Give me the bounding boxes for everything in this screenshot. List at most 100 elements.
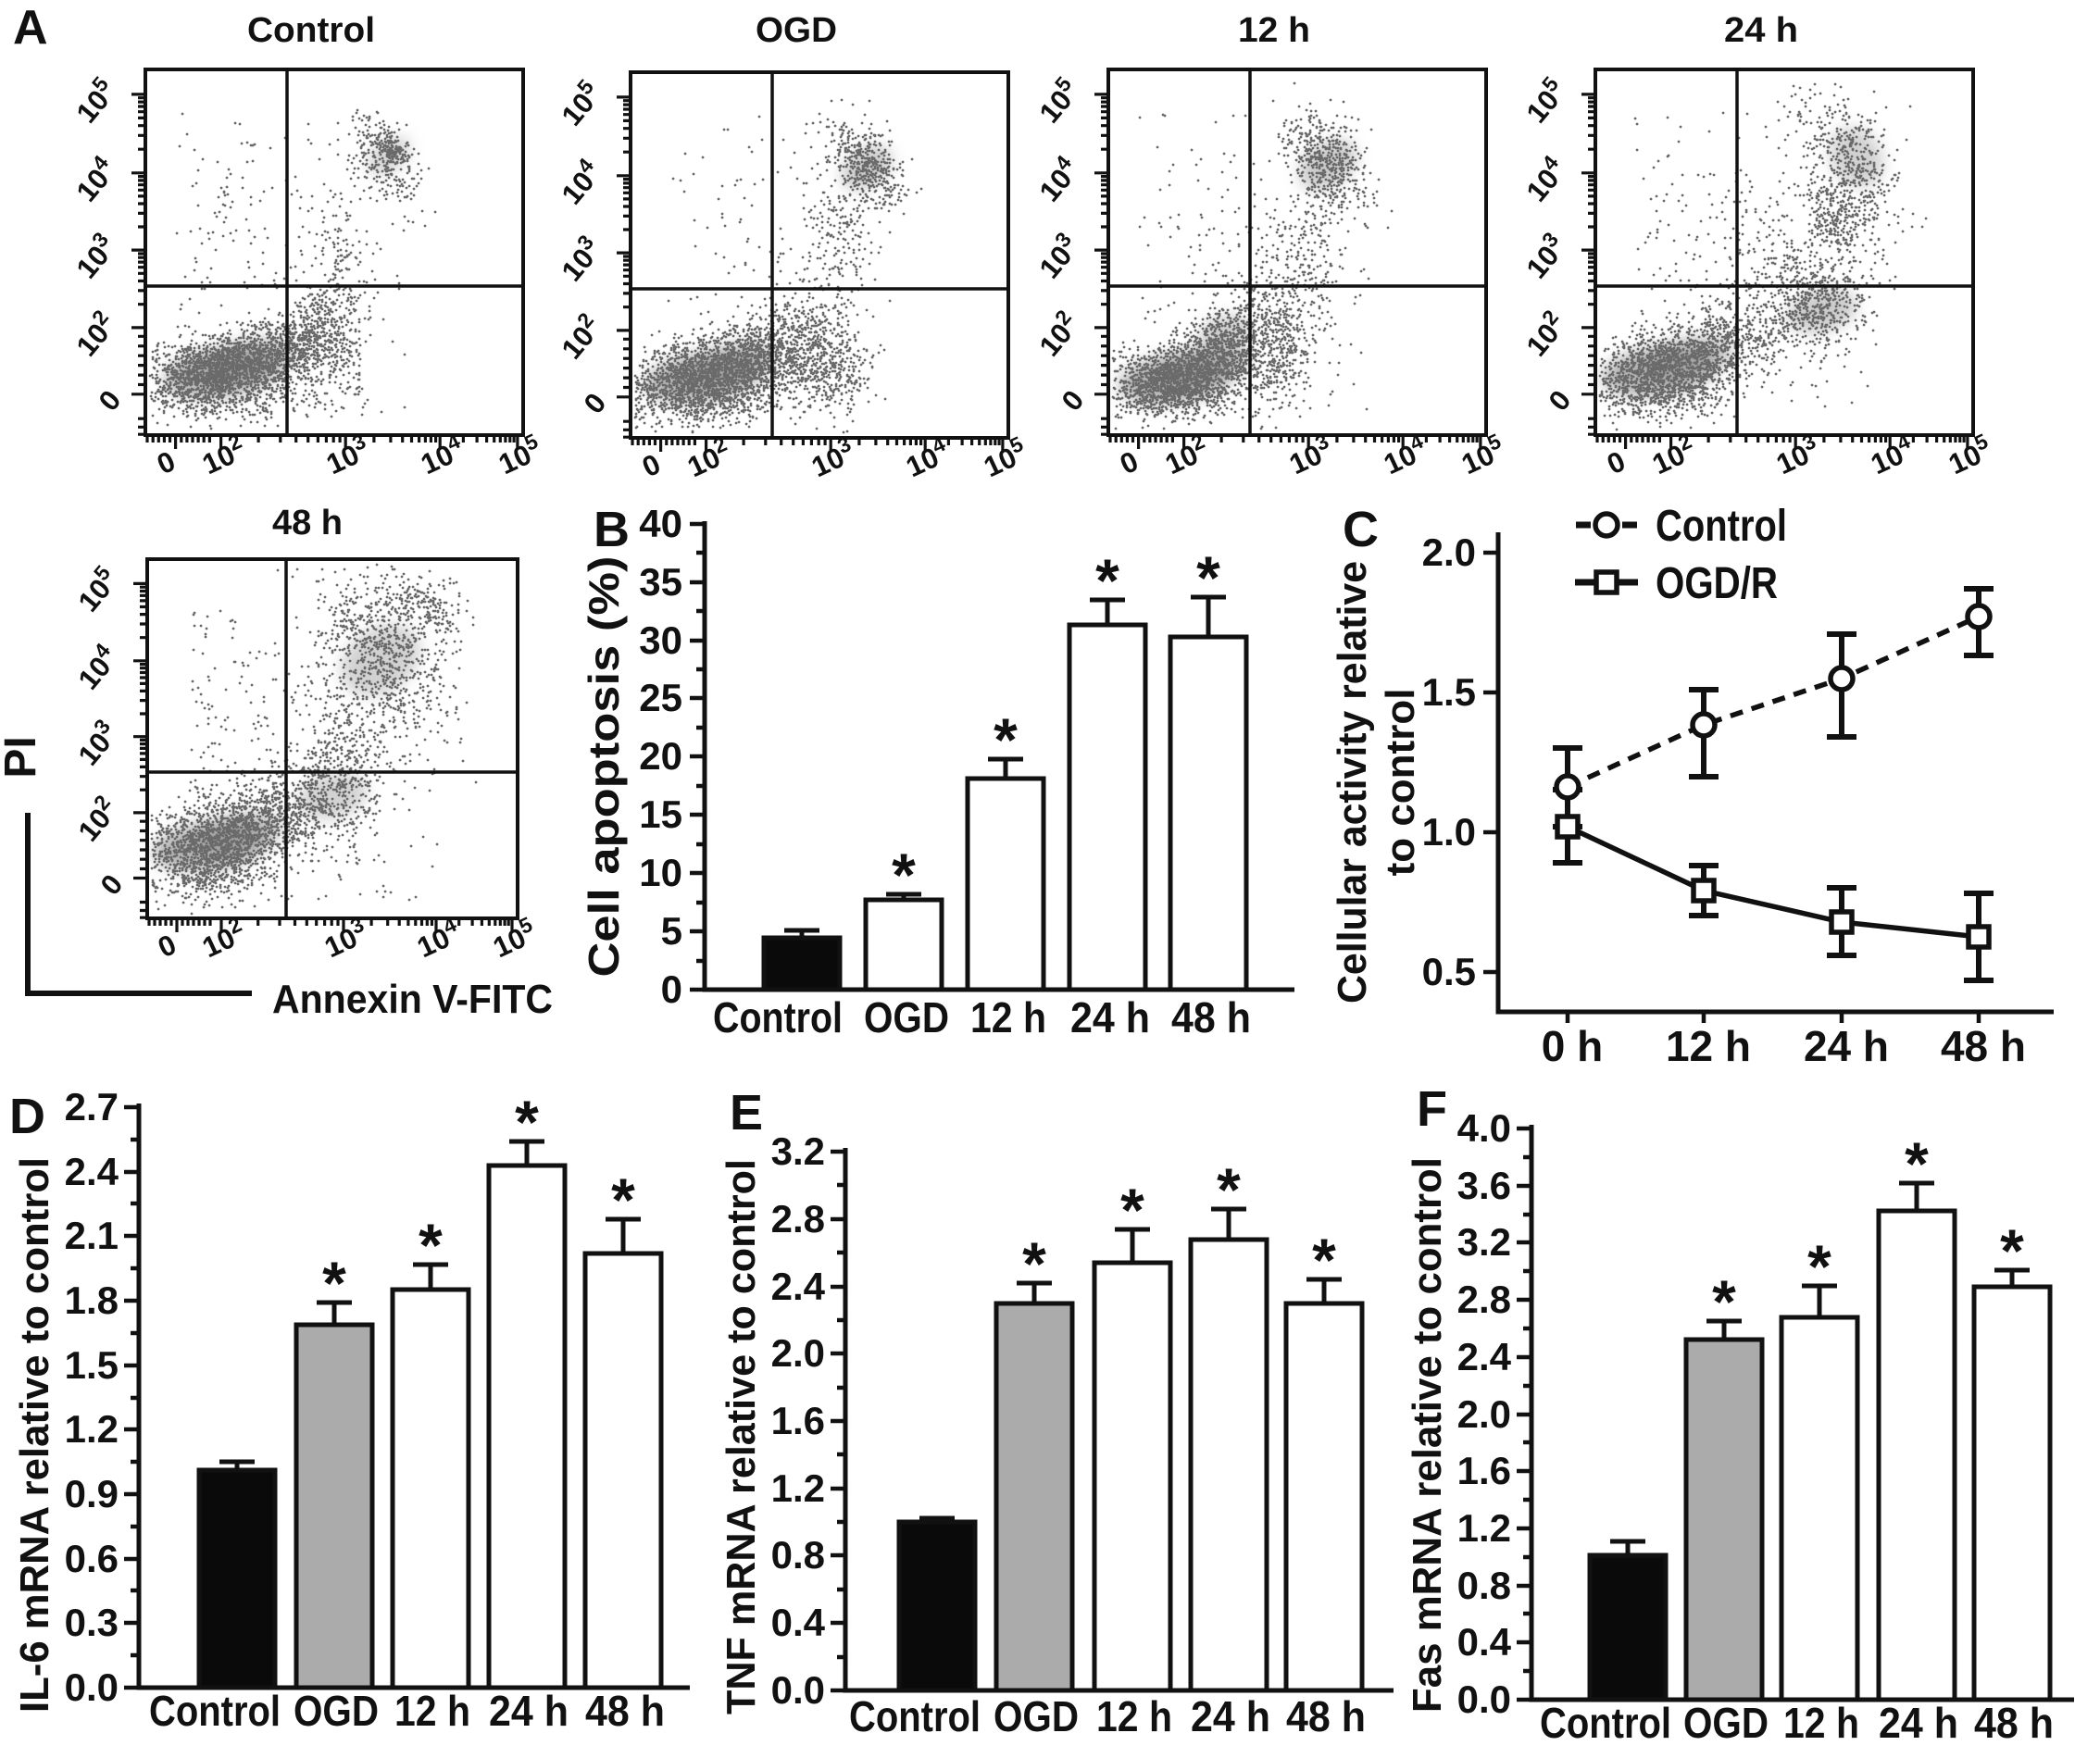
svg-text:OGD/R: OGD/R: [1656, 559, 1778, 608]
svg-text:Annexin V-FITC: Annexin V-FITC: [272, 977, 553, 1022]
svg-text:OGD: OGD: [756, 11, 837, 50]
svg-text:Control: Control: [713, 993, 843, 1041]
svg-text:Control: Control: [149, 1687, 281, 1735]
svg-text:*: *: [1095, 546, 1119, 615]
svg-text:*: *: [1022, 1229, 1046, 1298]
svg-text:4.0: 4.0: [1457, 1106, 1511, 1150]
svg-text:24 h: 24 h: [1879, 1699, 1958, 1747]
svg-text:Control: Control: [849, 1692, 981, 1740]
svg-text:0.0: 0.0: [65, 1665, 119, 1709]
svg-text:48 h: 48 h: [1941, 1022, 2026, 1070]
svg-text:24 h: 24 h: [1724, 11, 1798, 50]
svg-text:D: D: [9, 1089, 45, 1144]
svg-text:5: 5: [661, 909, 682, 953]
svg-text:2.0: 2.0: [1422, 530, 1476, 574]
svg-text:1.8: 1.8: [65, 1278, 119, 1322]
svg-text:0.5: 0.5: [1422, 950, 1476, 993]
svg-text:20: 20: [639, 734, 682, 778]
svg-text:0.4: 0.4: [1457, 1620, 1512, 1664]
svg-text:1.6: 1.6: [771, 1399, 825, 1442]
svg-text:OGD: OGD: [294, 1687, 379, 1735]
svg-text:C: C: [1343, 502, 1379, 557]
svg-text:Cellular activity relative: Cellular activity relative: [1330, 561, 1375, 1004]
svg-text:PI: PI: [0, 736, 45, 778]
svg-text:F: F: [1417, 1081, 1447, 1137]
svg-text:Fas mRNA relative to control: Fas mRNA relative to control: [1405, 1157, 1450, 1713]
svg-text:*: *: [994, 705, 1018, 774]
svg-text:0 h: 0 h: [1542, 1022, 1603, 1070]
svg-text:2.0: 2.0: [771, 1331, 825, 1375]
svg-text:48 h: 48 h: [1171, 993, 1251, 1041]
svg-text:1.2: 1.2: [771, 1466, 825, 1510]
svg-text:24 h: 24 h: [1070, 993, 1150, 1041]
svg-text:TNF mRNA relative to control: TNF mRNA relative to control: [719, 1159, 764, 1714]
svg-text:B: B: [594, 502, 630, 557]
svg-text:30: 30: [639, 618, 682, 662]
svg-text:24 h: 24 h: [489, 1687, 569, 1735]
svg-text:12 h: 12 h: [970, 993, 1046, 1041]
svg-text:1.2: 1.2: [1457, 1506, 1511, 1550]
svg-text:48 h: 48 h: [1286, 1692, 1366, 1740]
svg-text:Control: Control: [247, 11, 375, 50]
svg-text:1.6: 1.6: [1457, 1449, 1511, 1492]
svg-text:OGD: OGD: [994, 1692, 1079, 1740]
svg-text:1.0: 1.0: [1422, 810, 1476, 854]
svg-text:25: 25: [639, 676, 682, 719]
svg-text:0: 0: [661, 967, 682, 1011]
svg-text:to control: to control: [1378, 689, 1423, 877]
svg-text:A: A: [13, 1, 48, 55]
svg-text:12 h: 12 h: [1783, 1699, 1859, 1747]
svg-text:1.5: 1.5: [1422, 670, 1476, 714]
svg-text:48 h: 48 h: [272, 504, 343, 542]
svg-text:*: *: [419, 1211, 443, 1279]
svg-text:12 h: 12 h: [394, 1687, 470, 1735]
svg-text:*: *: [1312, 1226, 1336, 1294]
svg-text:2.4: 2.4: [1457, 1335, 1512, 1378]
svg-text:IL-6 mRNA relative to control: IL-6 mRNA relative to control: [12, 1157, 57, 1713]
svg-text:0.0: 0.0: [771, 1668, 825, 1712]
svg-text:Cell apoptosis (%): Cell apoptosis (%): [580, 556, 628, 978]
svg-text:*: *: [2000, 1216, 2024, 1285]
svg-text:E: E: [730, 1085, 763, 1141]
svg-text:12 h: 12 h: [1666, 1022, 1751, 1070]
svg-text:3.2: 3.2: [771, 1129, 825, 1173]
svg-text:*: *: [892, 841, 916, 909]
svg-text:3.6: 3.6: [1457, 1164, 1511, 1207]
svg-text:12 h: 12 h: [1238, 11, 1310, 50]
svg-text:2.8: 2.8: [771, 1197, 825, 1241]
svg-text:3.2: 3.2: [1457, 1220, 1511, 1264]
svg-text:48 h: 48 h: [585, 1687, 665, 1735]
svg-text:1.5: 1.5: [65, 1343, 119, 1387]
svg-text:2.7: 2.7: [65, 1085, 119, 1128]
svg-text:0.8: 0.8: [771, 1533, 825, 1577]
svg-text:OGD: OGD: [1683, 1699, 1769, 1747]
svg-text:2.8: 2.8: [1457, 1278, 1511, 1321]
svg-text:Control: Control: [1540, 1699, 1671, 1747]
svg-text:*: *: [515, 1088, 539, 1156]
svg-text:*: *: [1120, 1176, 1144, 1244]
svg-text:*: *: [1217, 1155, 1241, 1224]
svg-text:2.0: 2.0: [1457, 1392, 1511, 1436]
svg-text:*: *: [1196, 543, 1220, 612]
svg-text:0.6: 0.6: [65, 1537, 119, 1580]
svg-text:*: *: [322, 1249, 346, 1317]
svg-text:35: 35: [639, 560, 682, 604]
svg-text:48 h: 48 h: [1974, 1699, 2054, 1747]
svg-text:*: *: [1905, 1129, 1929, 1198]
svg-text:2.1: 2.1: [65, 1214, 119, 1257]
svg-text:24 h: 24 h: [1804, 1022, 1889, 1070]
svg-text:0.9: 0.9: [65, 1472, 119, 1515]
svg-text:0.4: 0.4: [771, 1601, 826, 1644]
svg-text:2.4: 2.4: [65, 1150, 119, 1193]
svg-text:40: 40: [639, 502, 682, 545]
svg-text:*: *: [1712, 1267, 1736, 1336]
svg-text:10: 10: [639, 851, 682, 894]
svg-text:0.8: 0.8: [1457, 1564, 1511, 1607]
svg-text:0.3: 0.3: [65, 1601, 119, 1644]
svg-text:1.2: 1.2: [65, 1407, 119, 1451]
svg-text:*: *: [611, 1166, 635, 1234]
svg-text:Control: Control: [1656, 502, 1787, 551]
svg-text:12 h: 12 h: [1096, 1692, 1172, 1740]
svg-text:2.4: 2.4: [771, 1265, 826, 1308]
svg-text:*: *: [1807, 1232, 1831, 1301]
